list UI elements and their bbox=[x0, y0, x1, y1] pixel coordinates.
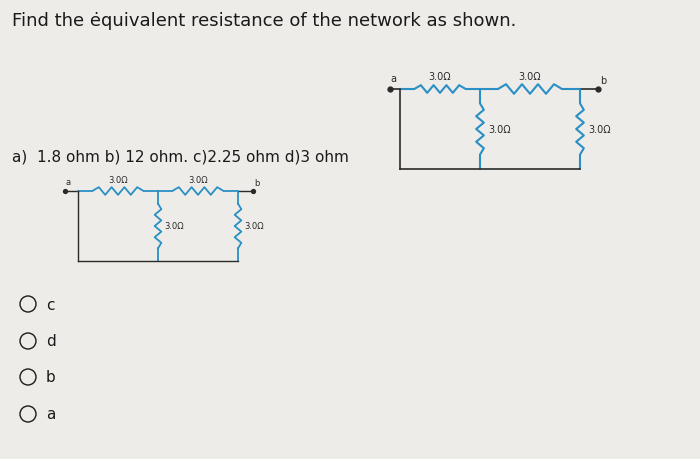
Text: 3.0Ω: 3.0Ω bbox=[188, 176, 208, 185]
Text: 3.0Ω: 3.0Ω bbox=[519, 72, 541, 82]
Text: 3.0Ω: 3.0Ω bbox=[244, 222, 264, 231]
Text: b: b bbox=[254, 179, 260, 188]
Text: 3.0Ω: 3.0Ω bbox=[164, 222, 183, 231]
Text: 3.0Ω: 3.0Ω bbox=[428, 72, 452, 82]
Text: a: a bbox=[390, 74, 396, 84]
Text: b: b bbox=[600, 76, 606, 86]
Text: Find the ėquivalent resistance of the network as shown.: Find the ėquivalent resistance of the n… bbox=[12, 12, 517, 30]
Text: 3.0Ω: 3.0Ω bbox=[108, 176, 128, 185]
Text: 3.0Ω: 3.0Ω bbox=[588, 125, 610, 134]
Text: d: d bbox=[46, 334, 56, 349]
Text: a: a bbox=[65, 178, 70, 187]
Text: a: a bbox=[46, 407, 55, 421]
Text: b: b bbox=[46, 369, 56, 385]
Text: c: c bbox=[46, 297, 55, 312]
Text: 3.0Ω: 3.0Ω bbox=[488, 125, 510, 134]
Text: a)  1.8 ohm b) 12 ohm. c)2.25 ohm d)3 ohm: a) 1.8 ohm b) 12 ohm. c)2.25 ohm d)3 ohm bbox=[12, 150, 349, 165]
